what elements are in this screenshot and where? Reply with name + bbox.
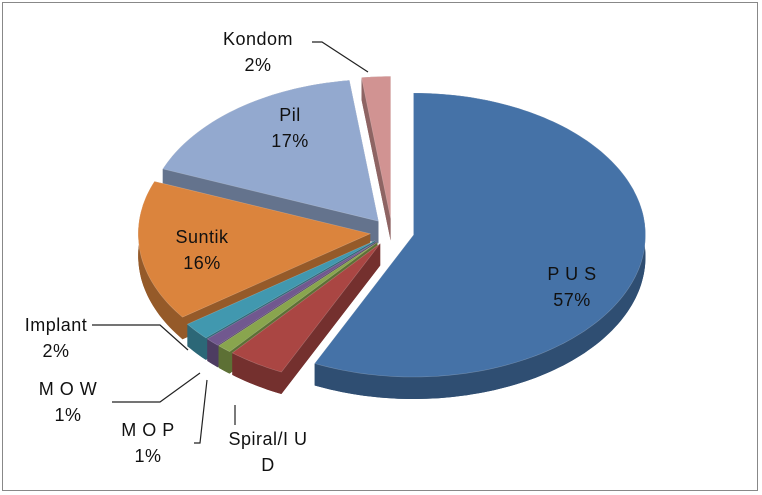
slice-top — [218, 241, 378, 352]
slice-top — [137, 181, 372, 318]
leader-line — [194, 379, 208, 444]
data-label: P U S 57% — [532, 261, 612, 313]
slice — [314, 92, 646, 399]
slice-top — [206, 241, 377, 346]
slice-side — [361, 77, 391, 241]
slice-side — [138, 181, 183, 340]
category-label: Spiral/I U D — [228, 429, 308, 475]
data-label: Pil 17% — [255, 102, 325, 154]
slice — [162, 79, 379, 244]
data-label: Suntik 16% — [162, 224, 242, 276]
category-label: Kondom — [222, 29, 294, 49]
slice-top — [186, 240, 376, 339]
slice — [361, 76, 391, 241]
data-label: Kondom 2% — [203, 26, 313, 78]
slice — [231, 243, 381, 394]
value-label: 1% — [54, 405, 82, 425]
category-label: Pil — [279, 105, 301, 125]
value-label: 57% — [553, 290, 591, 310]
slice-top — [361, 76, 391, 219]
data-label: M O W 1% — [28, 376, 108, 428]
slice-side — [218, 345, 230, 374]
leader-line — [92, 324, 189, 351]
value-label: 17% — [271, 131, 309, 151]
category-label: P U S — [547, 264, 597, 284]
category-label: M O W — [38, 379, 98, 399]
data-label: M O P 1% — [113, 417, 183, 469]
value-label: 2% — [244, 55, 272, 75]
value-label: 2% — [42, 341, 70, 361]
slice-top — [162, 79, 379, 222]
category-label: Implant — [24, 315, 88, 335]
value-label: 1% — [134, 446, 162, 466]
category-label: M O P — [121, 420, 175, 440]
leader-line — [312, 41, 369, 73]
slice-side — [207, 338, 218, 368]
data-label: Implant 2% — [11, 312, 101, 364]
leader-line — [112, 372, 201, 403]
category-label: Suntik — [175, 227, 229, 247]
slice-top — [231, 243, 381, 373]
data-label: Spiral/I U D — [221, 426, 316, 478]
slice-side — [232, 352, 282, 394]
slices — [137, 76, 646, 399]
slice-top — [314, 92, 646, 378]
slice-side — [187, 324, 206, 360]
value-label: 16% — [183, 253, 221, 273]
